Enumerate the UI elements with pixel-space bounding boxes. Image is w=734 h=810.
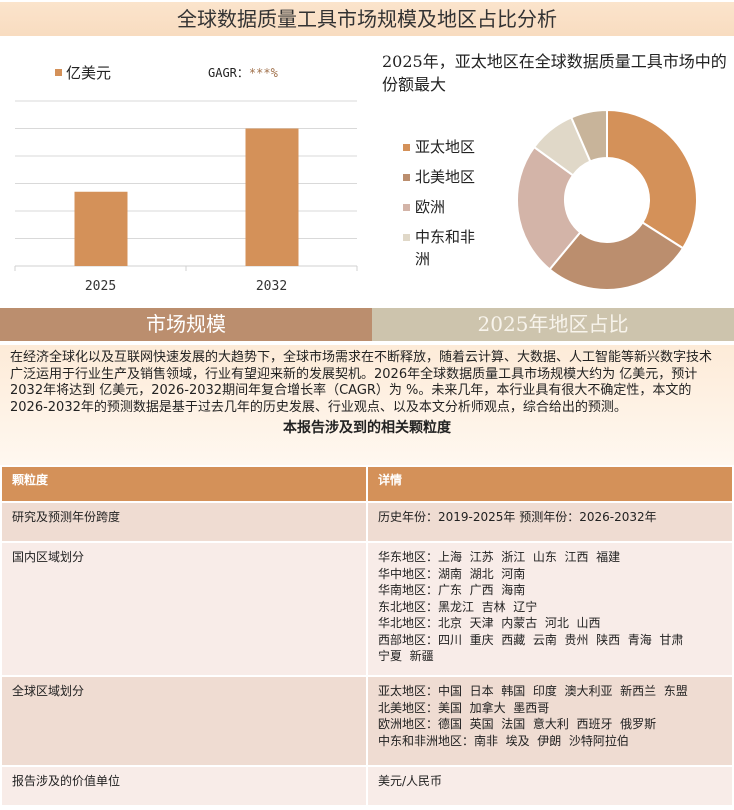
table-row: 报告涉及的价值单位 美元/人民币 <box>0 765 734 807</box>
cagr-title: GAGR： <box>208 66 249 80</box>
header-granularity: 颗粒度 <box>0 465 368 503</box>
table-row: 全球区域划分 亚太地区：中国 日本 韩国 印度 澳大利亚 新西兰 东盟 北美地区：美… <box>0 675 734 767</box>
bar-legend-label: 亿美元 <box>66 64 112 82</box>
detail-cell: 美元/人民币 <box>366 765 734 807</box>
granularity-cell: 报告涉及的价值单位 <box>0 765 368 807</box>
pie-legend-label: 中东和非洲 <box>415 228 476 268</box>
table-row: 研究及预测年份跨度 历史年份：2019-2025年 预测年份：2026-2032年 <box>0 501 734 543</box>
header-detail: 详情 <box>366 465 734 503</box>
detail-line: 欧洲地区：德国 英国 法国 意大利 西班牙 俄罗斯 <box>378 717 657 731</box>
granularity-cell: 全球区域划分 <box>0 675 368 767</box>
granularity-table: 颗粒度 详情 研究及预测年份跨度 历史年份：2019-2025年 预测年份：2026… <box>0 465 734 807</box>
pie-legend-label: 欧洲 <box>415 198 446 216</box>
cagr-value: ***% <box>248 66 278 80</box>
donut-slice-2 <box>516 145 582 271</box>
tab-region-share[interactable]: 2025年地区占比 <box>372 308 734 341</box>
pie-legend-item: 欧洲 <box>403 196 483 218</box>
bar-legend: 亿美元 <box>55 62 111 83</box>
granularity-cell: 国内区域划分 <box>0 541 368 677</box>
pie-legend-item: 北美地区 <box>403 166 483 188</box>
detail-line: 美元/人民币 <box>378 774 443 788</box>
page-title: 全球数据质量工具市场规模及地区占比分析 <box>0 2 734 36</box>
donut-slice-0 <box>606 108 698 250</box>
detail-line: 华南地区：广东 广西 海南 <box>378 583 526 597</box>
detail-line: 华中地区：湖南 湖北 河南 <box>378 566 526 581</box>
x-tick-label: 2032 <box>256 279 287 294</box>
legend-swatch <box>403 204 410 211</box>
detail-line: 宁夏 新疆 <box>378 649 434 663</box>
pie-legend-item: 亚太地区 <box>403 136 483 158</box>
detail-line: 亚太地区：中国 日本 韩国 印度 澳大利亚 新西兰 东盟 <box>378 684 688 698</box>
cagr-label: GAGR：***% <box>208 64 278 81</box>
legend-swatch <box>403 174 410 181</box>
detail-line: 华北地区：北京 天津 内蒙古 河北 山西 <box>378 616 601 630</box>
legend-swatch <box>403 234 410 241</box>
bar-2032 <box>245 128 299 266</box>
pie-legend-label: 北美地区 <box>415 168 476 186</box>
pie-legend-label: 亚太地区 <box>415 138 476 156</box>
section-tabs: 市场规模 2025年地区占比 <box>0 308 734 341</box>
description-text: 在经济全球化以及互联网快速发展的大趋势下，全球市场需求在不断释放，随着云计算、大… <box>10 350 713 415</box>
donut-slice-1 <box>548 221 685 291</box>
table-title: 本报告涉及到的相关颗粒度 <box>283 420 451 436</box>
detail-cell: 华东地区：上海 江苏 浙江 山东 江西 福建 华中地区：湖南 湖北 河南 华南地区：… <box>366 541 734 677</box>
detail-line: 东北地区：黑龙江 吉林 辽宁 <box>378 599 538 614</box>
pie-title: 2025年，亚太地区在全球数据质量工具市场中的份额最大 <box>382 52 727 94</box>
detail-line: 西部地区：四川 重庆 西藏 云南 贵州 陕西 青海 甘肃 <box>378 632 684 647</box>
detail-line: 华东地区：上海 江苏 浙江 山东 江西 福建 <box>378 550 621 564</box>
tab-market-size[interactable]: 市场规模 <box>0 308 372 341</box>
detail-cell: 亚太地区：中国 日本 韩国 印度 澳大利亚 新西兰 东盟 北美地区：美国 加拿大 … <box>366 675 734 767</box>
granularity-cell: 研究及预测年份跨度 <box>0 501 368 543</box>
pie-legend-item: 中东和非洲 <box>403 226 483 270</box>
legend-swatch <box>403 144 410 151</box>
bar-2025 <box>74 191 128 266</box>
detail-line: 北美地区：美国 加拿大 墨西哥 <box>378 700 550 715</box>
detail-cell: 历史年份：2019-2025年 预测年份：2026-2032年 <box>366 501 734 543</box>
bar-chart: 2025 2032 <box>14 100 358 294</box>
legend-swatch <box>55 69 62 76</box>
description-panel: 在经济全球化以及互联网快速发展的大趋势下，全球市场需求在不断释放，随着云计算、大… <box>0 345 734 465</box>
x-tick-label: 2025 <box>85 279 116 294</box>
table-row: 国内区域划分 华东地区：上海 江苏 浙江 山东 江西 福建 华中地区：湖南 湖北 河… <box>0 541 734 677</box>
detail-line: 中东和非洲地区：南非 埃及 伊朗 沙特阿拉伯 <box>378 733 629 748</box>
detail-line: 历史年份：2019-2025年 预测年份：2026-2032年 <box>378 510 657 524</box>
donut-slice-other <box>569 108 608 163</box>
donut-chart <box>516 108 698 291</box>
